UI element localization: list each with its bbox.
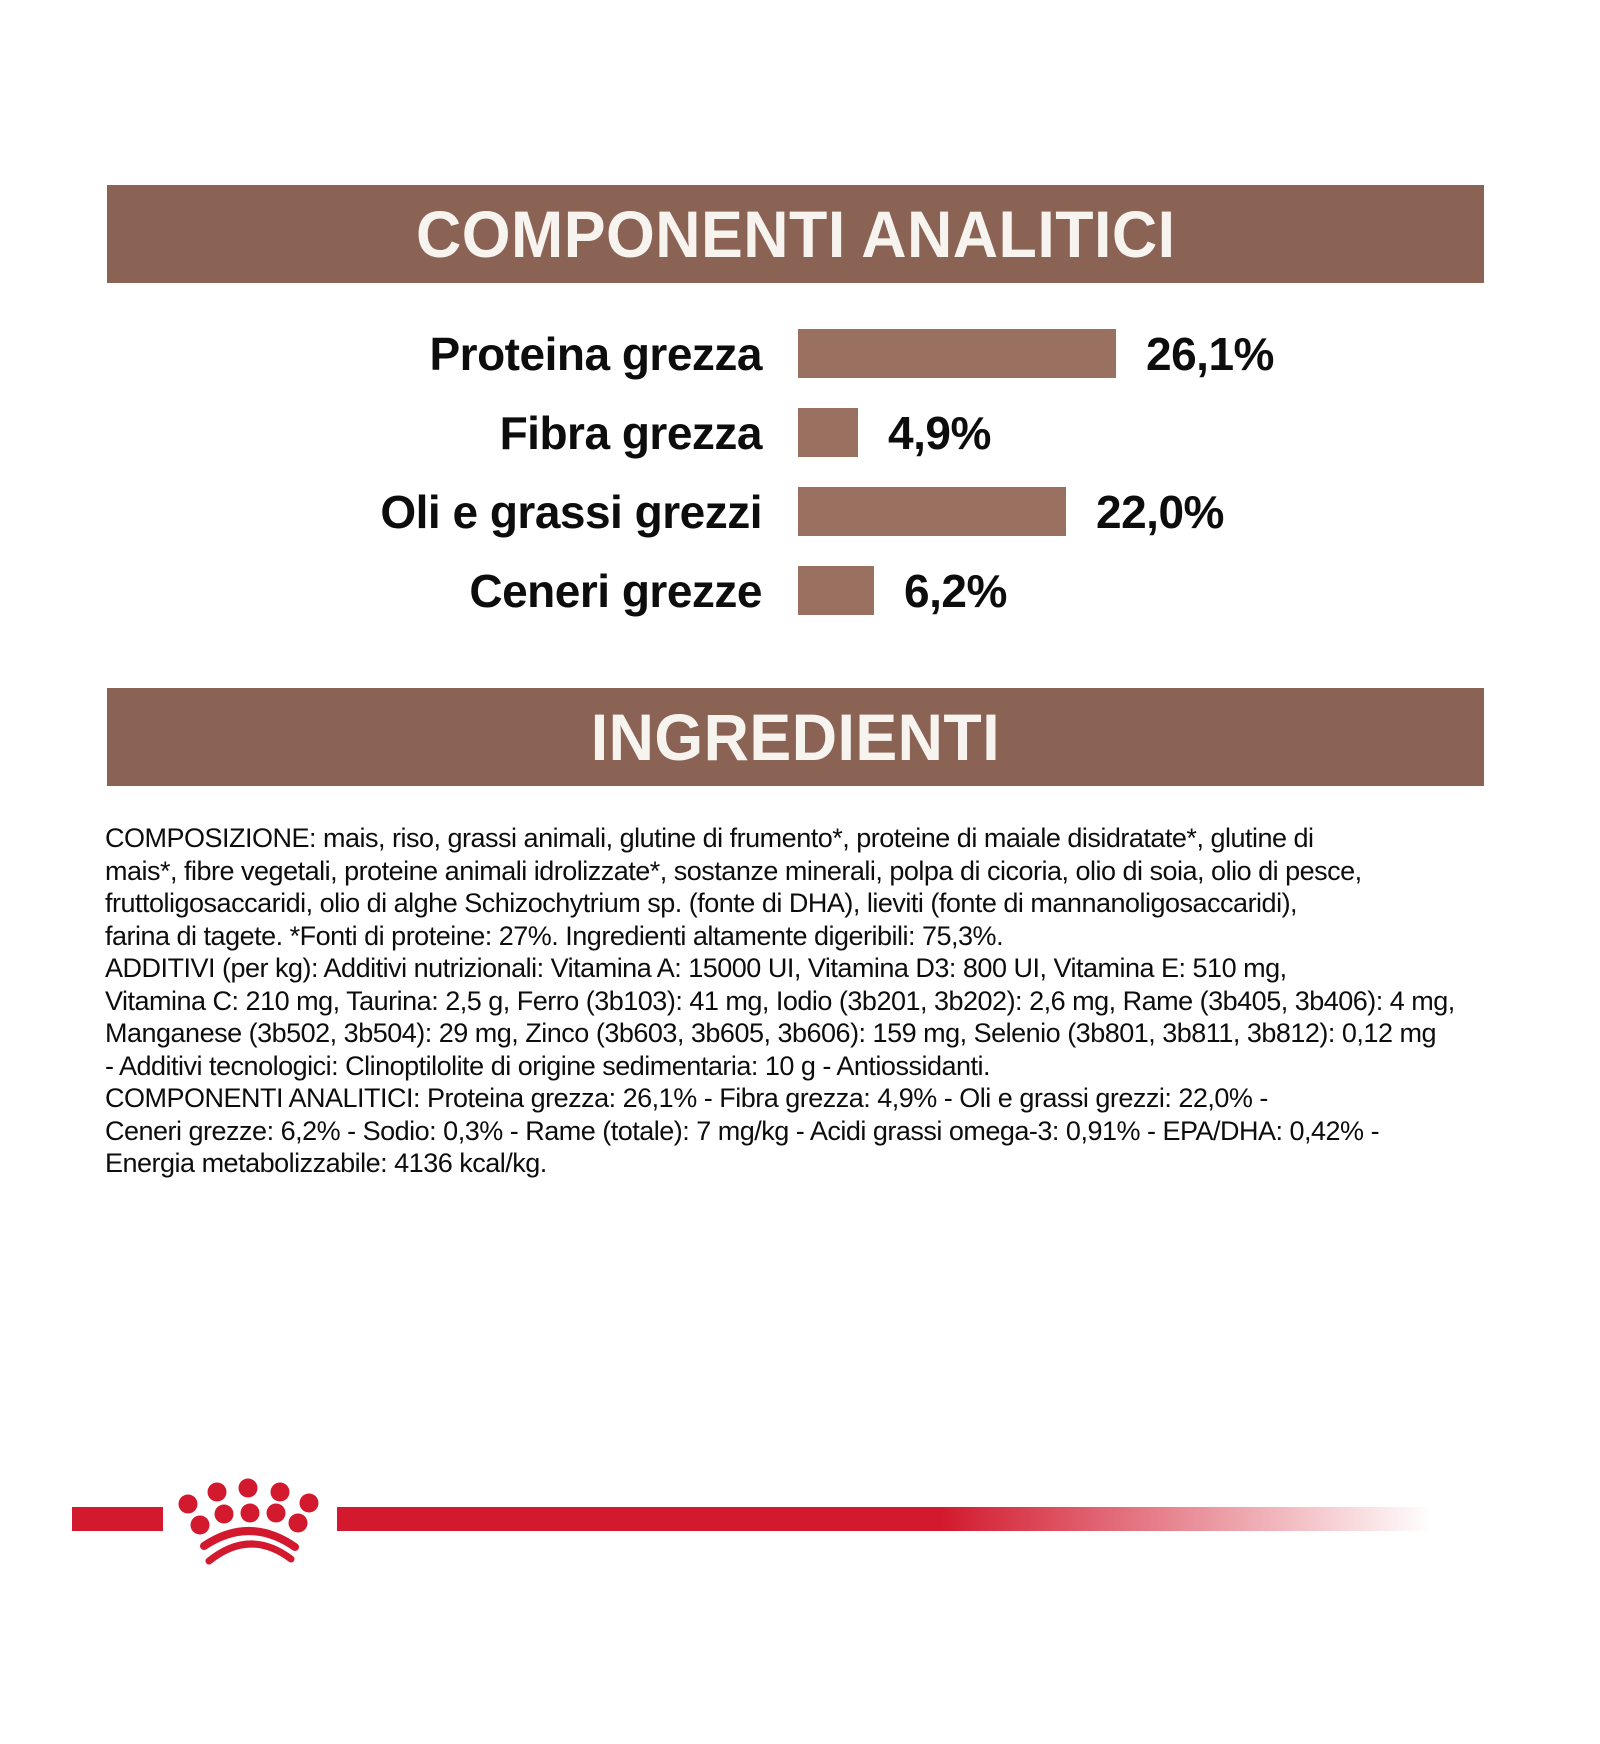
chart-row-label: Fibra grezza (499, 406, 763, 459)
ingredients-text-line: ADDITIVI (per kg): Additivi nutrizionali… (105, 953, 1287, 983)
chart-row: Oli e grassi grezzi 22,0% (0, 485, 1600, 538)
ingredients-text-line: Energia metabolizzabile: 4136 kcal/kg. (105, 1148, 547, 1178)
chart-row-value: 26,1% (1146, 327, 1274, 380)
analytical-components-banner: COMPONENTI ANALITICI (107, 185, 1484, 283)
chart-row-value: 4,9% (888, 406, 991, 459)
ingredients-banner: INGREDIENTI (107, 688, 1484, 786)
ingredients-text-line: Ceneri grezze: 6,2% - Sodio: 0,3% - Rame… (105, 1115, 1380, 1146)
chart-row: Fibra grezza 4,9% (0, 406, 1600, 459)
chart-row-label: Oli e grassi grezzi (380, 485, 762, 538)
chart-bar (798, 566, 874, 615)
ingredients-title: INGREDIENTI (590, 700, 1001, 774)
brand-line-right (337, 1507, 1432, 1531)
brand-line-left (72, 1507, 163, 1531)
ingredients-text-line: farina di tagete. *Fonti di proteine: 27… (105, 920, 1004, 951)
ingredients-text-line: COMPONENTI ANALITICI: Proteina grezza: 2… (105, 1083, 1268, 1113)
chart-row-value: 22,0% (1096, 485, 1224, 538)
ingredients-text-line: fruttoligosaccaridi, olio di alghe Schiz… (105, 888, 1298, 918)
chart-bar (798, 408, 858, 457)
ingredients-text-line: Manganese (3b502, 3b504): 29 mg, Zinco (… (105, 1018, 1436, 1048)
chart-bar (798, 329, 1116, 378)
ingredients-text-line: COMPOSIZIONE: mais, riso, grassi animali… (105, 823, 1314, 853)
ingredients-text-line: - Additivi tecnologici: Clinoptilolite d… (105, 1050, 991, 1081)
chart-row: Ceneri grezze 6,2% (0, 564, 1600, 617)
analytical-components-chart: Proteina grezza 26,1% Fibra grezza 4,9% … (0, 327, 1600, 645)
chart-row-value: 6,2% (904, 564, 1007, 617)
chart-row-label: Ceneri grezze (469, 564, 762, 617)
ingredients-text-line: Vitamina C: 210 mg, Taurina: 2,5 g, Ferr… (105, 985, 1455, 1016)
chart-row: Proteina grezza 26,1% (0, 327, 1600, 380)
analytical-components-title: COMPONENTI ANALITICI (415, 197, 1176, 271)
ingredients-text-line: mais*, fibre vegetali, proteine animali … (105, 855, 1362, 886)
ingredients-text: COMPOSIZIONE: mais, riso, grassi animali… (105, 822, 1525, 1180)
chart-bar (798, 487, 1066, 536)
brand-footer (0, 1460, 1600, 1620)
royal-canin-crown-icon (178, 1478, 319, 1565)
chart-row-label: Proteina grezza (429, 327, 763, 380)
